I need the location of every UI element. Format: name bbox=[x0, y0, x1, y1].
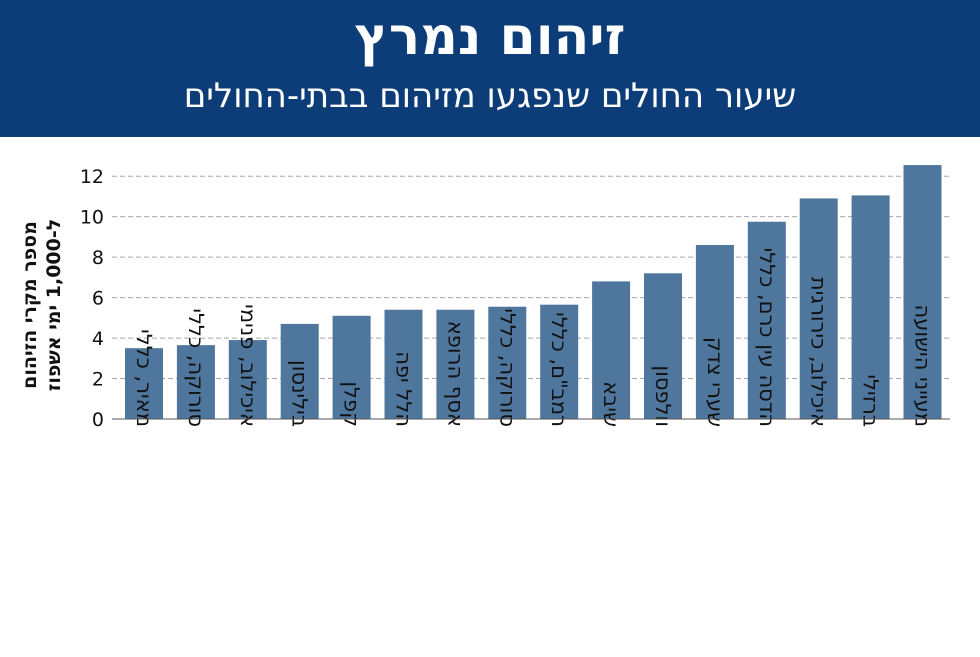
bar bbox=[747, 221, 786, 419]
x-tick-label: רמב"ם, כללי bbox=[547, 312, 571, 427]
y-axis-label-line-2: ל-1,000 ימי אשפוז bbox=[43, 218, 65, 392]
bar-chart: 0 2 4 6 8 10 12 מאיר, כללי סורוקה, כללי איכילוב, … bbox=[80, 165, 950, 431]
bar bbox=[384, 309, 423, 419]
y-tick-label: 8 bbox=[92, 247, 104, 269]
y-tick-label: 10 bbox=[80, 207, 104, 229]
bar bbox=[851, 195, 890, 419]
chart-subtitle: שיעור החולים שנפגעו מזיהום בבתי-החולים bbox=[183, 76, 797, 116]
y-tick-label: 4 bbox=[92, 328, 104, 350]
x-tick-label: קפלן bbox=[340, 381, 364, 427]
y-axis-label-line-1: מספר מקרי הזיהום bbox=[19, 221, 41, 389]
bar bbox=[125, 348, 163, 419]
y-axis-label: מספר מקרי הזיהום ל-1,000 ימי אשפוז bbox=[14, 190, 70, 420]
x-tick-label: בילינסון bbox=[288, 360, 312, 427]
y-tick-label: 2 bbox=[92, 369, 104, 391]
bar bbox=[644, 273, 682, 419]
x-tick-label: ברזילי bbox=[859, 374, 883, 427]
bar bbox=[228, 340, 267, 419]
chart-title: זיהום נמרץ bbox=[354, 7, 626, 67]
x-tick-label: הלל יפה bbox=[392, 351, 416, 427]
x-tick-label: הדסה עין כרם, כללי bbox=[755, 248, 779, 427]
bar bbox=[436, 309, 475, 419]
y-tick-label: 12 bbox=[80, 166, 104, 188]
x-tick-label: סורוקה, כללי bbox=[184, 308, 208, 427]
x-tick-label: סורוקה, כללי bbox=[495, 308, 519, 427]
x-tick-label: איכילוב, כירורגית bbox=[807, 277, 831, 427]
x-tick-label: אסף הרופא bbox=[443, 321, 467, 427]
x-tick-label: איכילוב, פנימי bbox=[236, 304, 260, 427]
bar bbox=[332, 315, 371, 419]
bar bbox=[695, 244, 734, 419]
bar bbox=[280, 323, 319, 419]
bar bbox=[540, 304, 579, 419]
bar bbox=[799, 198, 838, 419]
x-tick-label: מעייני הישועה bbox=[911, 305, 935, 427]
bar bbox=[176, 345, 215, 419]
x-tick-label: מאיר, כללי bbox=[132, 329, 156, 427]
header-banner: זיהום נמרץ שיעור החולים שנפגעו מזיהום בב… bbox=[0, 0, 980, 137]
x-tick-label: וולפסון bbox=[651, 365, 675, 427]
y-tick-label: 0 bbox=[92, 409, 104, 431]
bar bbox=[488, 306, 527, 419]
bar bbox=[903, 165, 942, 419]
bar bbox=[592, 281, 631, 419]
y-tick-label: 6 bbox=[92, 288, 104, 310]
x-tick-label: שיבא bbox=[599, 381, 623, 427]
x-tick-label: שערי צדק bbox=[703, 337, 727, 427]
